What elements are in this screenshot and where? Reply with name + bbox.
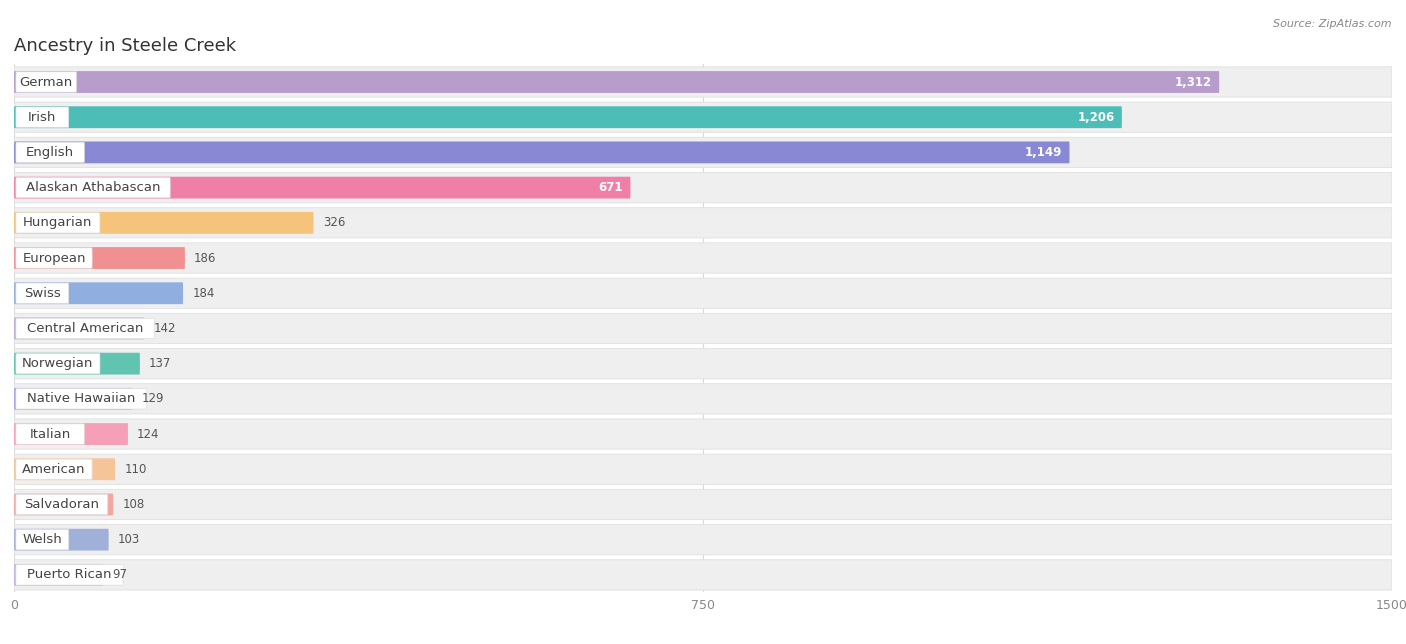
Text: Source: ZipAtlas.com: Source: ZipAtlas.com — [1274, 19, 1392, 30]
FancyBboxPatch shape — [15, 424, 84, 444]
FancyBboxPatch shape — [14, 348, 1392, 379]
FancyBboxPatch shape — [14, 388, 132, 410]
Text: 137: 137 — [149, 357, 172, 370]
FancyBboxPatch shape — [15, 107, 69, 128]
FancyBboxPatch shape — [15, 142, 84, 163]
FancyBboxPatch shape — [14, 489, 1392, 520]
FancyBboxPatch shape — [15, 494, 108, 515]
FancyBboxPatch shape — [14, 564, 103, 586]
Text: 1,206: 1,206 — [1077, 111, 1115, 124]
Text: Central American: Central American — [27, 322, 143, 335]
FancyBboxPatch shape — [14, 71, 1219, 93]
Text: 142: 142 — [153, 322, 176, 335]
FancyBboxPatch shape — [14, 529, 108, 551]
FancyBboxPatch shape — [15, 71, 76, 92]
FancyBboxPatch shape — [14, 454, 1392, 484]
FancyBboxPatch shape — [14, 67, 1392, 97]
FancyBboxPatch shape — [14, 419, 1392, 450]
FancyBboxPatch shape — [15, 354, 100, 374]
FancyBboxPatch shape — [14, 317, 145, 339]
FancyBboxPatch shape — [14, 212, 314, 234]
Text: Welsh: Welsh — [22, 533, 62, 546]
FancyBboxPatch shape — [15, 565, 124, 585]
FancyBboxPatch shape — [15, 248, 93, 269]
Text: Ancestry in Steele Creek: Ancestry in Steele Creek — [14, 37, 236, 55]
Text: 1,312: 1,312 — [1175, 75, 1212, 88]
FancyBboxPatch shape — [14, 423, 128, 445]
Text: Salvadoran: Salvadoran — [24, 498, 100, 511]
Text: Puerto Rican: Puerto Rican — [27, 569, 112, 582]
FancyBboxPatch shape — [15, 388, 146, 409]
Text: 108: 108 — [122, 498, 145, 511]
Text: 186: 186 — [194, 252, 217, 265]
FancyBboxPatch shape — [14, 313, 1392, 344]
Text: Native Hawaiian: Native Hawaiian — [27, 392, 135, 405]
Text: 671: 671 — [599, 181, 623, 194]
Text: Italian: Italian — [30, 428, 70, 440]
Text: 129: 129 — [142, 392, 165, 405]
FancyBboxPatch shape — [14, 102, 1392, 133]
Text: Irish: Irish — [28, 111, 56, 124]
FancyBboxPatch shape — [14, 278, 1392, 308]
FancyBboxPatch shape — [14, 459, 115, 480]
Text: Hungarian: Hungarian — [24, 216, 93, 229]
FancyBboxPatch shape — [15, 213, 100, 233]
FancyBboxPatch shape — [15, 459, 93, 480]
FancyBboxPatch shape — [14, 142, 1070, 164]
FancyBboxPatch shape — [14, 176, 630, 198]
FancyBboxPatch shape — [14, 243, 1392, 273]
FancyBboxPatch shape — [14, 106, 1122, 128]
Text: American: American — [22, 463, 86, 476]
Text: 124: 124 — [138, 428, 160, 440]
FancyBboxPatch shape — [14, 137, 1392, 167]
FancyBboxPatch shape — [15, 318, 155, 339]
Text: 103: 103 — [118, 533, 141, 546]
FancyBboxPatch shape — [14, 282, 183, 304]
FancyBboxPatch shape — [14, 207, 1392, 238]
Text: 1,149: 1,149 — [1025, 146, 1062, 159]
FancyBboxPatch shape — [14, 384, 1392, 414]
Text: European: European — [22, 252, 86, 265]
Text: German: German — [20, 75, 73, 88]
FancyBboxPatch shape — [14, 493, 114, 515]
FancyBboxPatch shape — [14, 247, 186, 269]
FancyBboxPatch shape — [15, 283, 69, 303]
FancyBboxPatch shape — [15, 529, 69, 550]
Text: Norwegian: Norwegian — [22, 357, 94, 370]
Text: Swiss: Swiss — [24, 287, 60, 299]
Text: 110: 110 — [124, 463, 146, 476]
Text: 326: 326 — [323, 216, 344, 229]
FancyBboxPatch shape — [14, 524, 1392, 555]
Text: 184: 184 — [193, 287, 215, 299]
Text: English: English — [27, 146, 75, 159]
Text: 97: 97 — [112, 569, 128, 582]
FancyBboxPatch shape — [14, 353, 141, 375]
FancyBboxPatch shape — [15, 177, 170, 198]
FancyBboxPatch shape — [14, 173, 1392, 203]
FancyBboxPatch shape — [14, 560, 1392, 590]
Text: Alaskan Athabascan: Alaskan Athabascan — [25, 181, 160, 194]
